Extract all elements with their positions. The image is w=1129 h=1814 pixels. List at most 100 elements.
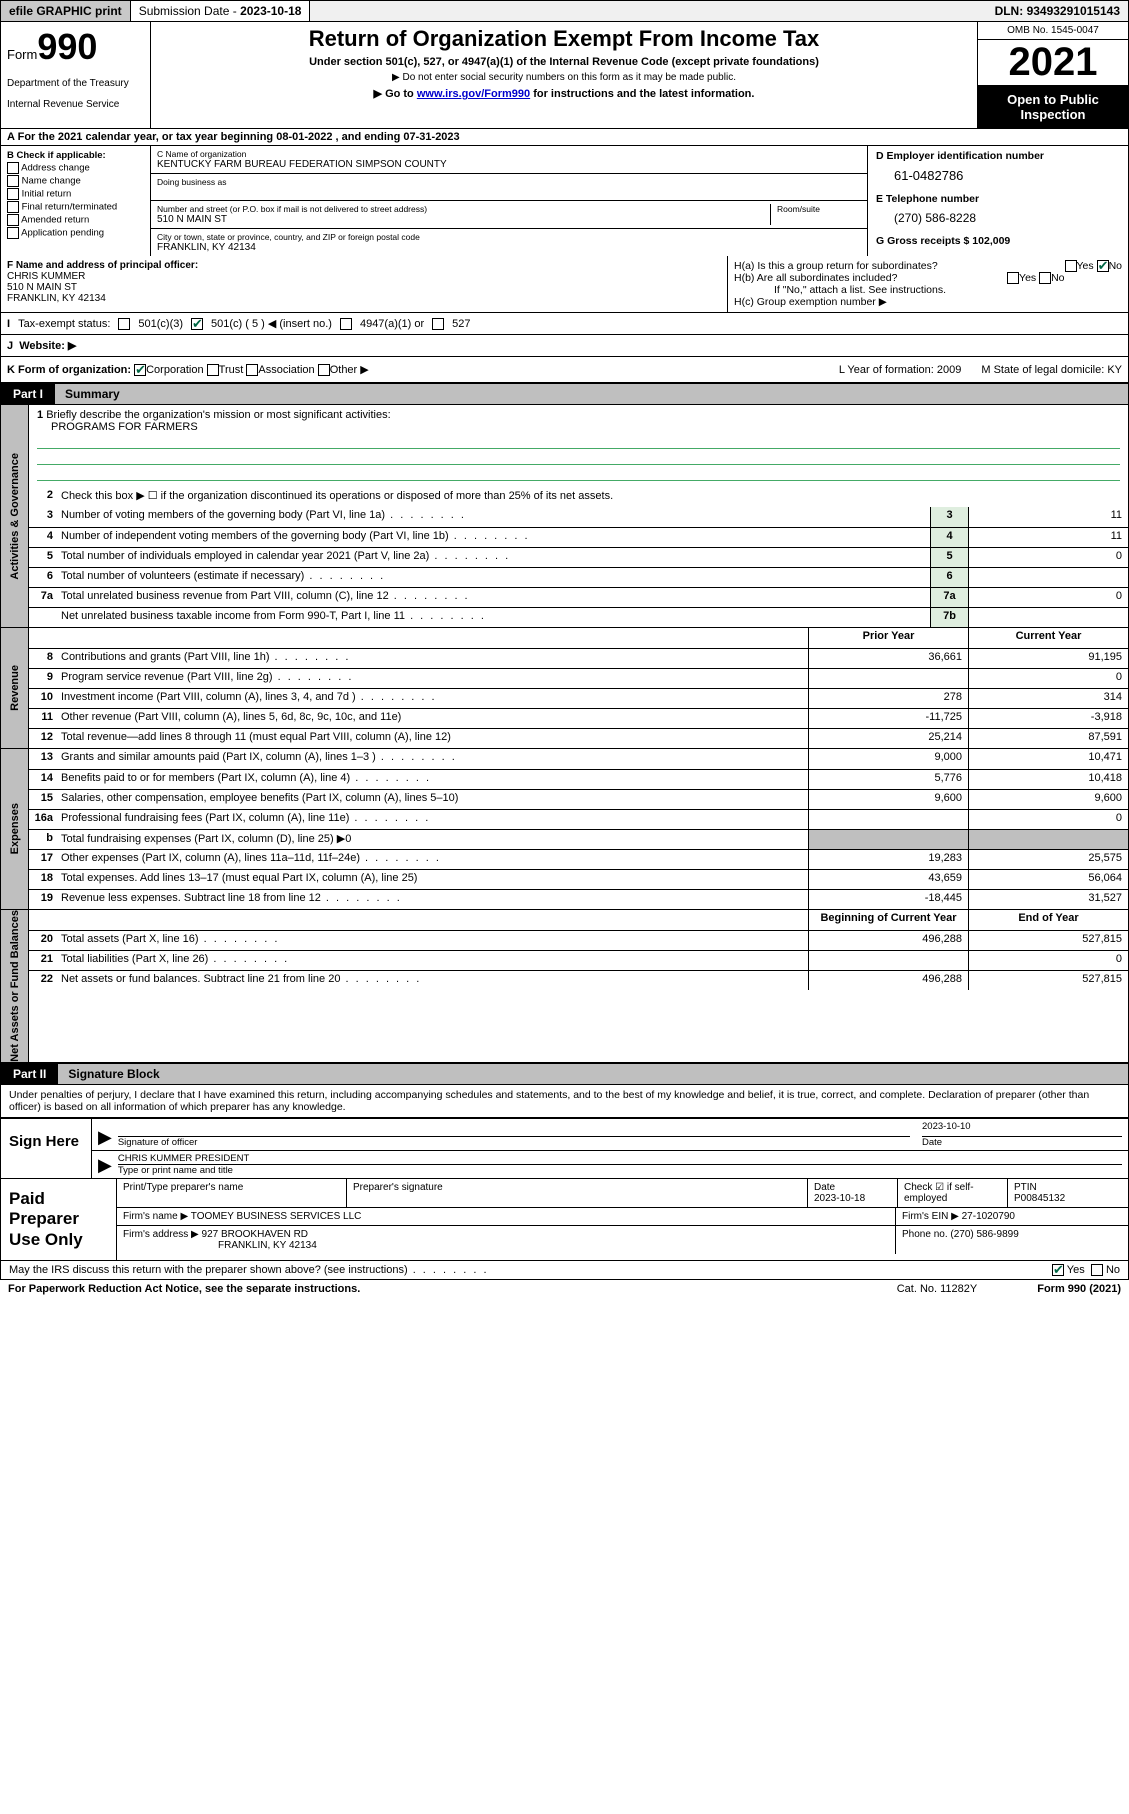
sig-arrow-icon: ▶	[98, 1127, 112, 1148]
box-h: H(a) Is this a group return for subordin…	[728, 256, 1128, 312]
exp-r16a-c: 0	[968, 810, 1128, 829]
chk-initial[interactable]: Initial return	[7, 188, 144, 200]
line-a-mid: , and ending	[336, 131, 404, 143]
chk-501c[interactable]	[191, 318, 203, 330]
irs-discuss: May the IRS discuss this return with the…	[0, 1261, 1129, 1280]
expenses-section: Expenses 13Grants and similar amounts pa…	[0, 749, 1129, 910]
vlabel-net: Net Assets or Fund Balances	[1, 910, 29, 1062]
ein: 61-0482786	[894, 168, 1120, 183]
lbl-assoc: Association	[258, 364, 314, 376]
net-r21-p	[808, 951, 968, 970]
sign-here-block: Sign Here ▶ Signature of officer 2023-10…	[0, 1118, 1129, 1179]
sig-officer-label: Signature of officer	[118, 1137, 198, 1148]
discuss-yes: Yes	[1067, 1264, 1085, 1276]
subdate-label: Submission Date -	[139, 4, 240, 18]
chk-assoc[interactable]	[246, 364, 258, 376]
submission-date: Submission Date - 2023-10-18	[131, 1, 311, 21]
paid-h-name: Print/Type preparer's name	[117, 1179, 347, 1207]
paid-h-ptin: PTIN	[1014, 1182, 1037, 1193]
dln-label: DLN:	[995, 4, 1027, 18]
year-formation: L Year of formation: 2009	[839, 364, 962, 376]
rev-r10-p: 278	[808, 689, 968, 708]
chk-final[interactable]: Final return/terminated	[7, 201, 144, 213]
page-footer: For Paperwork Reduction Act Notice, see …	[0, 1280, 1129, 1298]
lbl-4947: 4947(a)(1) or	[360, 318, 424, 330]
chk-corp[interactable]	[134, 364, 146, 376]
vlabel-gov: Activities & Governance	[1, 405, 29, 627]
rev-r9-c: 0	[968, 669, 1128, 688]
row-k: K Form of organization: Corporation Trus…	[0, 357, 1129, 383]
discuss-yes-chk[interactable]	[1052, 1264, 1064, 1276]
form-num: 990	[37, 26, 97, 67]
phone: (270) 586-8228	[894, 211, 1120, 225]
header-right: OMB No. 1545-0047 2021 Open to Public In…	[978, 22, 1128, 128]
form-title: Return of Organization Exempt From Incom…	[157, 26, 971, 52]
org-name-label: C Name of organization	[157, 149, 861, 159]
paid-preparer-block: Paid Preparer Use Only Print/Type prepar…	[0, 1179, 1129, 1261]
dln-value: 93493291015143	[1027, 4, 1120, 18]
gov-r6-v	[968, 568, 1128, 587]
rev-r10-d: Investment income (Part VIII, column (A)…	[57, 689, 808, 708]
footer-pra: For Paperwork Reduction Act Notice, see …	[8, 1283, 360, 1295]
efile-label: efile GRAPHIC print	[1, 1, 131, 21]
gov-r6-d: Total number of volunteers (estimate if …	[57, 568, 930, 587]
box-d: D Employer identification number 61-0482…	[868, 146, 1128, 256]
chk-address[interactable]: Address change	[7, 162, 144, 174]
exp-r13-p: 9,000	[808, 749, 968, 769]
part1-header: Part I Summary	[0, 383, 1129, 405]
street-label: Number and street (or P.O. box if mail i…	[157, 204, 764, 214]
irs-link[interactable]: www.irs.gov/Form990	[417, 88, 530, 100]
net-r20-d: Total assets (Part X, line 16)	[57, 931, 808, 950]
instr2-pre: ▶ Go to	[374, 88, 417, 100]
governance-section: Activities & Governance 1 Briefly descri…	[0, 405, 1129, 628]
net-r22-d: Net assets or fund balances. Subtract li…	[57, 971, 808, 990]
paid-addr-label: Firm's address ▶	[123, 1229, 199, 1240]
discuss-no-chk[interactable]	[1091, 1264, 1103, 1276]
sig-date-label: Date	[922, 1137, 942, 1148]
dba-label: Doing business as	[157, 177, 861, 187]
chk-name[interactable]: Name change	[7, 175, 144, 187]
rev-r9-d: Program service revenue (Part VIII, line…	[57, 669, 808, 688]
gov-r7a-d: Total unrelated business revenue from Pa…	[57, 588, 930, 607]
dept-treasury: Department of the Treasury	[7, 78, 144, 89]
state-domicile: M State of legal domicile: KY	[981, 364, 1122, 376]
year-begin: 08-01-2022	[276, 131, 332, 143]
paid-left-label: Paid Preparer Use Only	[1, 1179, 116, 1260]
paid-ein-label: Firm's EIN ▶	[902, 1211, 959, 1222]
net-r20-p: 496,288	[808, 931, 968, 950]
officer-name: CHRIS KUMMER	[7, 271, 85, 282]
chk-amended[interactable]: Amended return	[7, 214, 144, 226]
h-b: H(b) Are all subordinates included?	[734, 272, 897, 284]
chk-527[interactable]	[432, 318, 444, 330]
gov-r7b-d: Net unrelated business taxable income fr…	[57, 608, 930, 627]
gross-label: G Gross receipts $	[876, 235, 972, 247]
exp-r14-p: 5,776	[808, 770, 968, 789]
chk-501c3[interactable]	[118, 318, 130, 330]
city: FRANKLIN, KY 42134	[157, 242, 861, 253]
street: 510 N MAIN ST	[157, 214, 764, 225]
chk-other[interactable]	[318, 364, 330, 376]
h-note: If "No," attach a list. See instructions…	[734, 284, 1122, 296]
paid-phone-label: Phone no.	[902, 1229, 950, 1240]
tax-year: 2021	[978, 40, 1128, 86]
discuss-no: No	[1106, 1264, 1120, 1276]
exp-r14-d: Benefits paid to or for members (Part IX…	[57, 770, 808, 789]
header-left: Form990 Department of the Treasury Inter…	[1, 22, 151, 128]
rev-r12-p: 25,214	[808, 729, 968, 748]
gov-r5-v: 0	[968, 548, 1128, 567]
paid-addr2: FRANKLIN, KY 42134	[218, 1240, 317, 1251]
exp-r13-d: Grants and similar amounts paid (Part IX…	[57, 749, 808, 769]
box-f-label: F Name and address of principal officer:	[7, 260, 198, 271]
city-label: City or town, state or province, country…	[157, 232, 861, 242]
revenue-section: Revenue Prior YearCurrent Year 8Contribu…	[0, 628, 1129, 749]
irs-label: Internal Revenue Service	[7, 99, 144, 110]
chk-4947[interactable]	[340, 318, 352, 330]
gov-r3-d: Number of voting members of the governin…	[57, 507, 930, 527]
paid-firm-label: Firm's name ▶	[123, 1211, 188, 1222]
chk-trust[interactable]	[207, 364, 219, 376]
dln: DLN: 93493291015143	[987, 1, 1128, 21]
chk-pending[interactable]: Application pending	[7, 227, 144, 239]
lbl-501c3: 501(c)(3)	[138, 318, 183, 330]
gov-r7a-v: 0	[968, 588, 1128, 607]
form-header: Form990 Department of the Treasury Inter…	[0, 22, 1129, 129]
